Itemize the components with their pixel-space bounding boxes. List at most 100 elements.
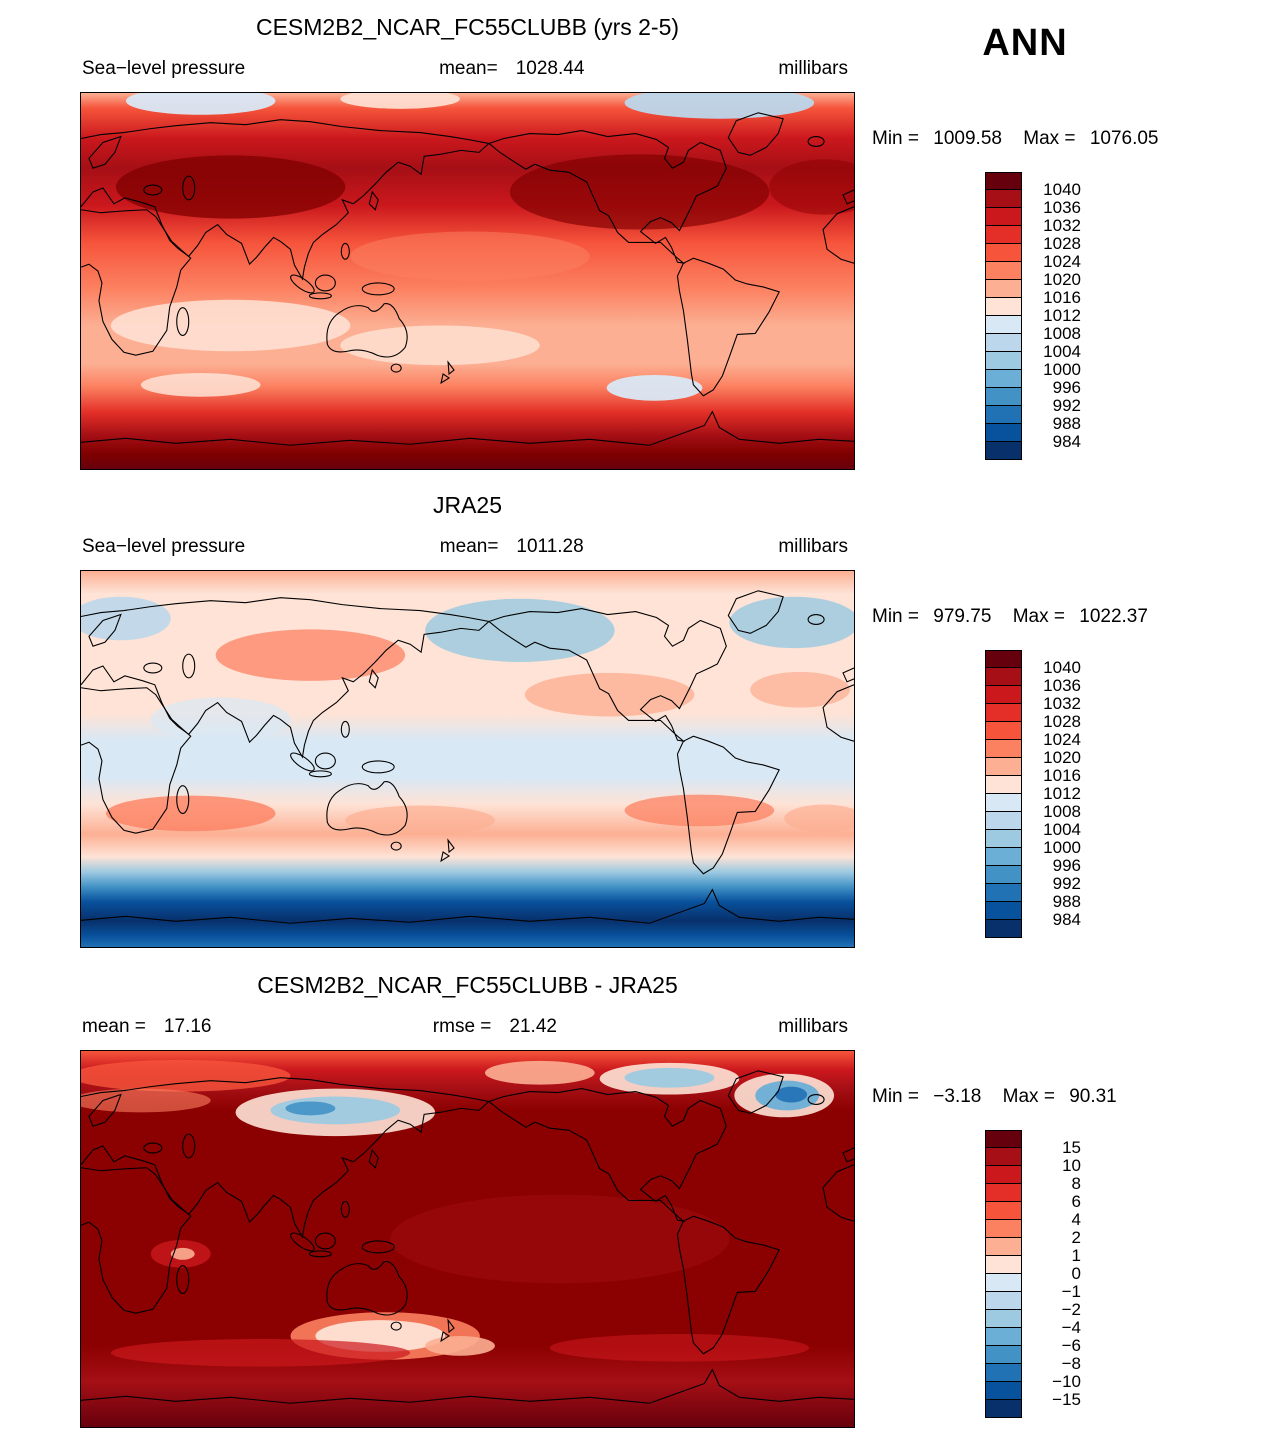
colorbar-segment <box>985 830 1022 848</box>
colorbar-tick-label: 992 <box>1052 396 1081 415</box>
panel-model-slp: CESM2B2_NCAR_FC55CLUBB (yrs 2-5) Sea−lev… <box>0 0 1285 478</box>
min-value: −3.18 <box>933 1086 982 1107</box>
rmse-label: rmse = <box>432 1016 492 1037</box>
mean-value: 1011.28 <box>516 536 584 557</box>
mean-value: 17.16 <box>163 1016 212 1037</box>
colorbar-segment <box>985 172 1022 190</box>
colorbar-segment <box>985 316 1022 334</box>
colorbar-segment <box>985 388 1022 406</box>
mean-value: 1028.44 <box>515 58 585 79</box>
field-label: Sea−level pressure <box>82 58 246 79</box>
colorbar-tick-label: −10 <box>1052 1372 1081 1391</box>
colorbar-segment <box>985 1364 1022 1382</box>
colorbar-segment <box>985 884 1022 902</box>
colorbar-segment <box>985 1220 1022 1238</box>
min-value: 979.75 <box>933 606 992 627</box>
minmax-line-diff: Min = −3.18 Max = 90.31 <box>872 1086 1272 1108</box>
colorbar-segment <box>985 1202 1022 1220</box>
mean-stat: mean= 1011.28 <box>440 536 584 558</box>
colorbar-tick-label: 1032 <box>1043 694 1081 713</box>
colorbar-tick-label: 15 <box>1062 1138 1081 1157</box>
colorbar-segment <box>985 1382 1022 1400</box>
colorbar-segment <box>985 1148 1022 1166</box>
colorbar-tick-label: 1012 <box>1043 306 1081 325</box>
colorbar-tick-label: 1016 <box>1043 766 1081 785</box>
stats-row-obs: Sea−level pressure mean= 1011.28 milliba… <box>82 536 848 558</box>
colorbar-segment <box>985 1130 1022 1148</box>
colorbar-tick-label: −15 <box>1052 1390 1081 1409</box>
panel-title-obs: JRA25 <box>432 492 503 518</box>
colorbar-tick-label: 992 <box>1052 874 1081 893</box>
max-value: 90.31 <box>1069 1086 1117 1107</box>
colorbar-segment <box>985 244 1022 262</box>
colorbar-segment <box>985 1346 1022 1364</box>
colorbar-tick-label: 1004 <box>1043 342 1081 361</box>
colorbar-tick-label: 1028 <box>1043 712 1081 731</box>
colorbar-segment <box>985 794 1022 812</box>
colorbar-segment <box>985 740 1022 758</box>
colorbar-tick-label: 1016 <box>1043 288 1081 307</box>
colorbar-segment <box>985 902 1022 920</box>
colorbar-segment <box>985 812 1022 830</box>
colorbar-tick-label: 1032 <box>1043 216 1081 235</box>
colorbar-diff: 15 10 8 6 4 2 1 0 −1 −2 −4 −6 −8 −10 −15 <box>985 1130 1081 1418</box>
min-label: Min = <box>872 606 919 627</box>
colorbar-segment <box>985 280 1022 298</box>
colorbar-segment <box>985 406 1022 424</box>
colorbar-segment <box>985 1292 1022 1310</box>
colorbar-tick-label: 1000 <box>1043 360 1081 379</box>
units-label: millibars <box>778 1016 848 1037</box>
mean-label: mean= <box>439 536 499 557</box>
map-model-slp <box>80 92 855 470</box>
colorbar-segment <box>985 704 1022 722</box>
colorbar-segment <box>985 776 1022 794</box>
colorbar-segment <box>985 722 1022 740</box>
colorbar-tick-label: 1020 <box>1043 270 1081 289</box>
mean-stat: mean= 1028.44 <box>439 58 584 80</box>
map-obs-svg <box>81 571 854 947</box>
colorbar-segment <box>985 226 1022 244</box>
colorbar-segment <box>985 758 1022 776</box>
colorbar-tick-label: 1024 <box>1043 252 1081 271</box>
colorbar-segment <box>985 1184 1022 1202</box>
colorbar-segment <box>985 848 1022 866</box>
colorbar-tick-label: −4 <box>1061 1318 1081 1337</box>
stats-row-diff: mean = 17.16 rmse = 21.42 millibars <box>82 1016 848 1038</box>
colorbar-tick-label: 1008 <box>1043 324 1081 343</box>
min-label: Min = <box>872 1086 919 1107</box>
colorbar-tick-label: −2 <box>1061 1300 1081 1319</box>
colorbar-segment <box>985 334 1022 352</box>
colorbar-tick-label: 996 <box>1052 856 1081 875</box>
colorbar-tick-label: 1 <box>1071 1246 1081 1265</box>
colorbar-segment <box>985 1400 1022 1418</box>
colorbar-tick-label: 984 <box>1052 432 1081 451</box>
minmax-line-model: Min = 1009.58 Max = 1076.05 <box>872 128 1272 150</box>
colorbar-segment <box>985 352 1022 370</box>
map-diff-slp <box>80 1050 855 1428</box>
colorbar-tick-label: 984 <box>1052 910 1081 929</box>
colorbar-segment <box>985 370 1022 388</box>
colorbar-tick-label: 1012 <box>1043 784 1081 803</box>
colorbar-tick-label: −6 <box>1061 1336 1081 1355</box>
map-model-svg <box>81 93 854 469</box>
colorbar-tick-label: 1008 <box>1043 802 1081 821</box>
colorbar-tick-label: 0 <box>1071 1264 1081 1283</box>
mean-label: mean= <box>439 58 498 79</box>
units-label: millibars <box>778 58 848 79</box>
colorbar-tick-label: 1024 <box>1043 730 1081 749</box>
colorbar-segment <box>985 1256 1022 1274</box>
colorbar-tick-label: 988 <box>1052 892 1081 911</box>
colorbar-tick-label: 1004 <box>1043 820 1081 839</box>
units-label: millibars <box>778 536 848 557</box>
colorbar-tick-label: 6 <box>1071 1192 1081 1211</box>
colorbar-segment <box>985 1310 1022 1328</box>
panel-obs-slp: JRA25 Sea−level pressure mean= 1011.28 m… <box>0 478 1285 956</box>
max-label: Max = <box>1023 128 1076 149</box>
panel-diff-slp: CESM2B2_NCAR_FC55CLUBB - JRA25 mean = 17… <box>0 958 1285 1436</box>
colorbar-tick-label: 1028 <box>1043 234 1081 253</box>
colorbar-segment <box>985 190 1022 208</box>
panel-title-model: CESM2B2_NCAR_FC55CLUBB (yrs 2-5) <box>255 14 680 40</box>
colorbar-tick-label: 4 <box>1071 1210 1081 1229</box>
rmse-stat: rmse = 21.42 <box>433 1016 557 1038</box>
